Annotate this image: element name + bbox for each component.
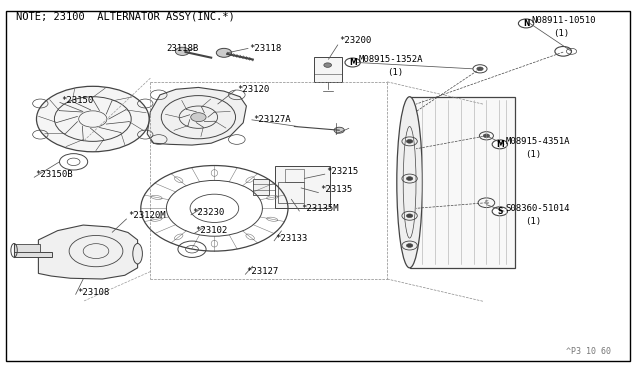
Text: NOTE; 23100  ALTERNATOR ASSY(INC.*): NOTE; 23100 ALTERNATOR ASSY(INC.*): [16, 12, 235, 22]
Circle shape: [406, 244, 413, 247]
Polygon shape: [147, 87, 246, 145]
Text: 23118B: 23118B: [166, 44, 198, 53]
Ellipse shape: [397, 97, 422, 268]
Text: *23230: *23230: [192, 208, 224, 217]
Text: *23135: *23135: [320, 185, 352, 194]
Text: N08911-10510: N08911-10510: [531, 16, 596, 25]
Circle shape: [191, 113, 206, 122]
Text: *23135M: *23135M: [301, 204, 339, 213]
Text: *23150: *23150: [61, 96, 93, 105]
Text: *23150B: *23150B: [35, 170, 73, 179]
Text: (1): (1): [525, 150, 541, 159]
Bar: [285, 169, 304, 182]
Text: *23120M: *23120M: [128, 211, 166, 220]
Text: *23120: *23120: [237, 85, 269, 94]
Bar: [314, 57, 342, 82]
Circle shape: [492, 140, 508, 149]
Bar: [14, 252, 52, 257]
Text: ^P3 10 60: ^P3 10 60: [566, 347, 611, 356]
Text: M08915-1352A: M08915-1352A: [358, 55, 423, 64]
Bar: [14, 244, 40, 252]
Text: *23127: *23127: [246, 267, 278, 276]
Circle shape: [36, 86, 149, 152]
Text: (1): (1): [387, 68, 403, 77]
Circle shape: [492, 207, 508, 216]
Circle shape: [483, 134, 490, 138]
Text: M: M: [349, 58, 356, 67]
Circle shape: [324, 63, 332, 67]
Text: N: N: [523, 19, 529, 28]
Circle shape: [477, 67, 483, 71]
Text: S: S: [484, 200, 488, 205]
Text: (1): (1): [525, 217, 541, 226]
Circle shape: [406, 214, 413, 218]
Bar: [253, 179, 269, 195]
Circle shape: [406, 140, 413, 143]
Text: (1): (1): [554, 29, 570, 38]
Text: *23200: *23200: [339, 36, 371, 45]
Text: S: S: [497, 207, 502, 216]
Text: S08360-51014: S08360-51014: [506, 204, 570, 213]
Bar: [275, 166, 330, 208]
Circle shape: [216, 48, 232, 57]
Text: *23215: *23215: [326, 167, 358, 176]
Text: M08915-4351A: M08915-4351A: [506, 137, 570, 146]
Polygon shape: [38, 225, 138, 279]
Text: *23102: *23102: [195, 226, 227, 235]
Text: *23133: *23133: [275, 234, 307, 243]
Text: *23127A: *23127A: [253, 115, 291, 124]
Ellipse shape: [133, 244, 143, 264]
Circle shape: [345, 58, 360, 67]
Text: *23118: *23118: [250, 44, 282, 53]
Bar: [410, 97, 515, 268]
Circle shape: [406, 177, 413, 180]
Text: M: M: [496, 140, 504, 149]
Text: *23108: *23108: [77, 288, 109, 296]
Circle shape: [334, 127, 344, 133]
Circle shape: [518, 19, 534, 28]
Circle shape: [175, 47, 189, 55]
Bar: [278, 182, 304, 203]
